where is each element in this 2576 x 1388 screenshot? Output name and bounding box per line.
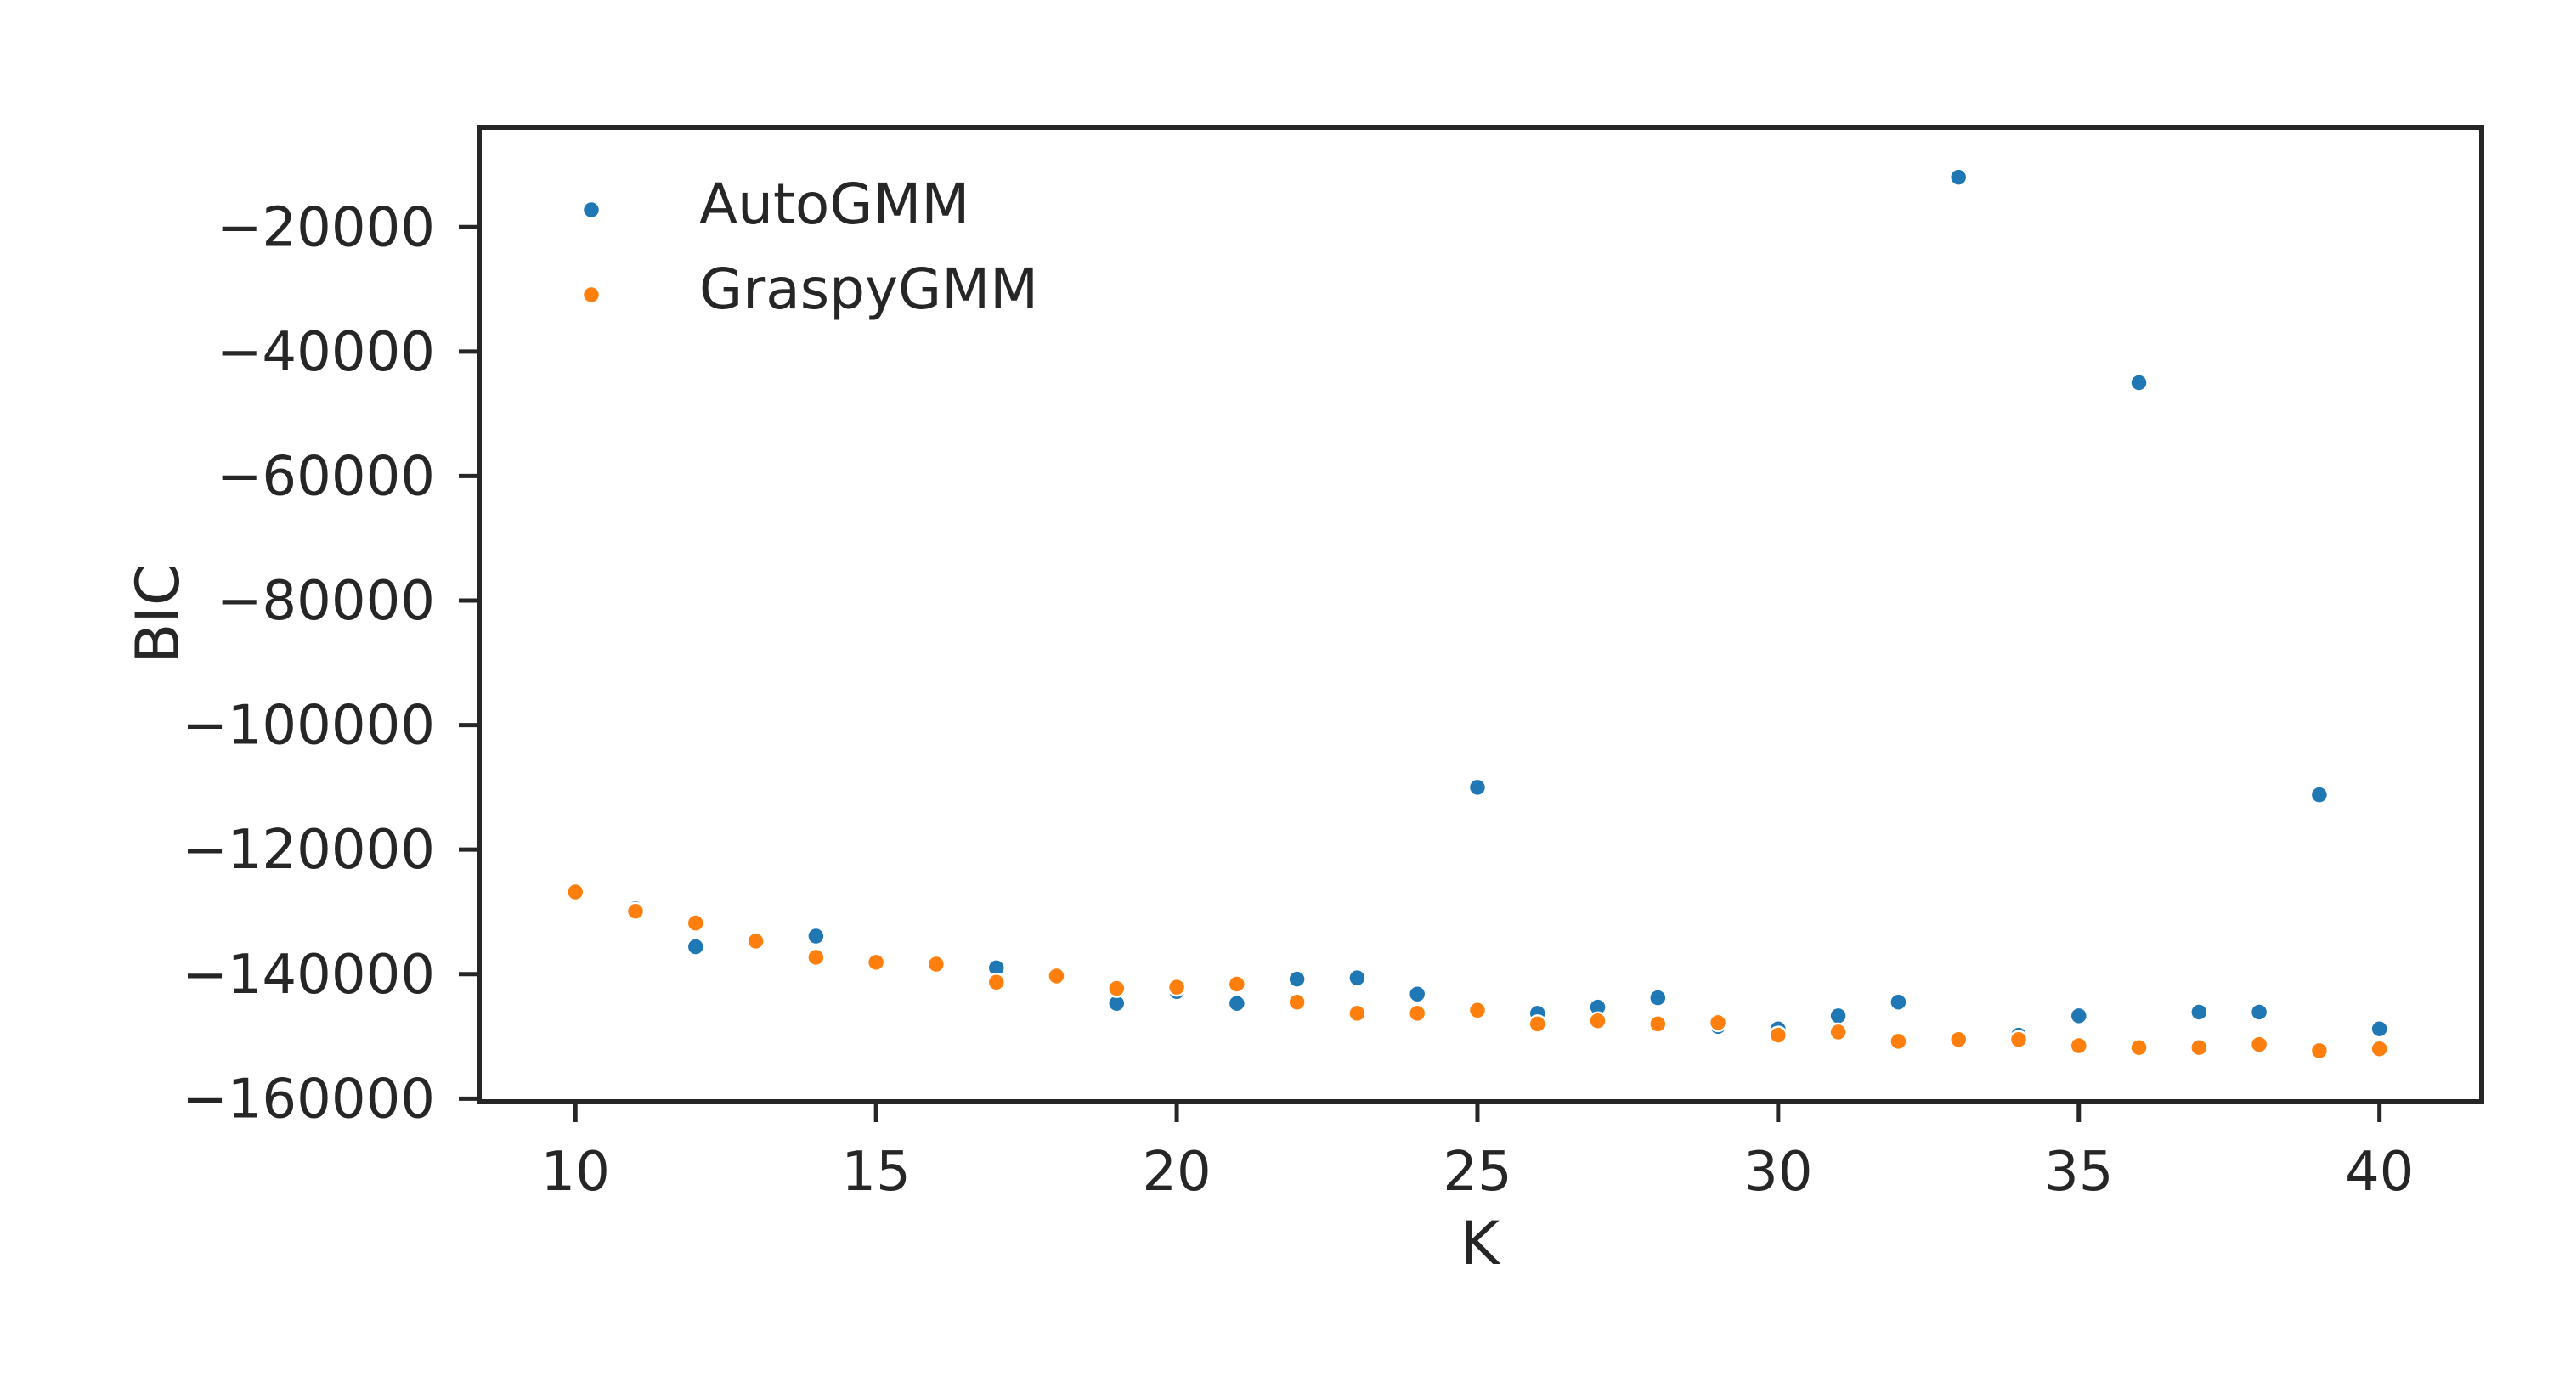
point-graspygmm <box>1047 966 1066 986</box>
point-graspygmm <box>1227 974 1247 994</box>
point-graspygmm <box>2008 1030 2029 1049</box>
point-graspygmm <box>1948 1030 1969 1049</box>
point-graspygmm <box>1828 1022 1848 1042</box>
y-axis-label: BIC <box>123 564 193 664</box>
point-autogmm <box>1407 984 1427 1004</box>
x-tick-label: 15 <box>841 1141 910 1204</box>
data-points <box>565 167 2389 1061</box>
y-tick-label: −120000 <box>182 819 435 882</box>
point-autogmm <box>1287 969 1307 989</box>
point-autogmm <box>1948 167 1969 187</box>
legend-marker-graspygmm <box>581 285 602 305</box>
legend-marker-autogmm <box>581 200 602 220</box>
point-graspygmm <box>625 901 646 921</box>
point-autogmm <box>686 937 706 956</box>
point-graspygmm <box>1167 977 1187 997</box>
point-graspygmm <box>1708 1013 1728 1033</box>
point-graspygmm <box>2189 1037 2209 1058</box>
point-graspygmm <box>1347 1003 1367 1024</box>
y-axis-ticks: −20000 −40000 −60000 −80000 −100000 −120000 −1… <box>182 196 479 1131</box>
point-autogmm <box>1347 968 1367 988</box>
x-axis-ticks: 10 15 20 25 30 35 40 <box>541 1102 2414 1204</box>
point-graspygmm <box>1889 1031 1908 1052</box>
point-autogmm <box>2189 1002 2209 1022</box>
x-tick-label: 10 <box>541 1141 610 1204</box>
point-graspygmm <box>926 954 946 974</box>
x-tick-label: 20 <box>1142 1141 1211 1204</box>
point-graspygmm <box>2069 1035 2089 1056</box>
point-graspygmm <box>1287 992 1307 1012</box>
point-autogmm <box>2249 1002 2269 1022</box>
point-graspygmm <box>1768 1025 1788 1045</box>
y-tick-label: −100000 <box>182 695 435 758</box>
y-tick-label: −160000 <box>182 1068 435 1131</box>
point-autogmm <box>1467 777 1488 798</box>
series-graspygmm <box>565 882 2389 1061</box>
y-tick-label: −20000 <box>217 196 435 259</box>
legend-label-autogmm: AutoGMM <box>699 172 969 237</box>
point-graspygmm <box>2129 1037 2149 1058</box>
point-autogmm <box>806 926 826 946</box>
point-autogmm <box>2129 373 2149 392</box>
y-tick-label: −60000 <box>217 445 435 508</box>
legend: AutoGMM GraspyGMM <box>581 172 1038 322</box>
point-graspygmm <box>565 882 585 902</box>
point-graspygmm <box>1467 1001 1488 1020</box>
point-graspygmm <box>746 931 765 951</box>
y-tick-label: −40000 <box>217 321 435 384</box>
legend-label-graspygmm: GraspyGMM <box>699 257 1038 322</box>
x-tick-label: 30 <box>1743 1141 1812 1204</box>
point-graspygmm <box>686 913 706 933</box>
point-autogmm <box>2370 1018 2389 1039</box>
point-graspygmm <box>1528 1014 1547 1034</box>
x-tick-label: 35 <box>2044 1141 2113 1204</box>
point-graspygmm <box>2249 1035 2269 1054</box>
x-tick-label: 40 <box>2345 1141 2414 1204</box>
point-graspygmm <box>1107 979 1127 998</box>
point-graspygmm <box>806 947 826 968</box>
point-graspygmm <box>866 952 886 973</box>
point-graspygmm <box>1407 1003 1427 1024</box>
point-autogmm <box>2069 1006 2089 1026</box>
point-graspygmm <box>986 973 1006 992</box>
point-autogmm <box>1227 993 1247 1013</box>
point-graspygmm <box>1648 1014 1668 1034</box>
y-tick-label: −80000 <box>217 570 435 633</box>
point-autogmm <box>1889 992 1908 1012</box>
point-autogmm <box>1828 1006 1848 1026</box>
point-graspygmm <box>1588 1011 1607 1030</box>
point-autogmm <box>1648 988 1668 1007</box>
y-tick-label: −140000 <box>182 944 435 1007</box>
point-autogmm <box>2309 785 2330 804</box>
point-graspygmm <box>2370 1039 2389 1058</box>
plot-frame <box>477 125 2484 1104</box>
point-graspygmm <box>2309 1041 2330 1061</box>
x-tick-label: 25 <box>1443 1141 1511 1204</box>
x-axis-label: K <box>1460 1209 1501 1278</box>
